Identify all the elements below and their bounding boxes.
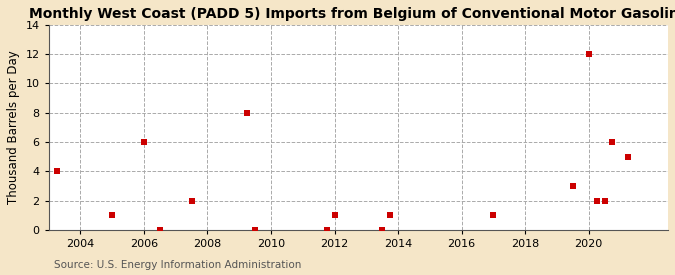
Point [583,52,594,56]
Point [329,213,340,217]
Point [186,198,197,203]
Point [377,228,387,232]
Point [138,140,149,144]
Point [155,228,165,232]
Point [242,111,252,115]
Point [250,228,261,232]
Title: Monthly West Coast (PADD 5) Imports from Belgium of Conventional Motor Gasoline: Monthly West Coast (PADD 5) Imports from… [29,7,675,21]
Point [599,198,610,203]
Point [591,198,602,203]
Point [623,154,634,159]
Point [321,228,332,232]
Point [107,213,117,217]
Point [607,140,618,144]
Text: Source: U.S. Energy Information Administration: Source: U.S. Energy Information Administ… [54,260,301,270]
Point [488,213,499,217]
Point [51,169,62,174]
Point [568,184,578,188]
Point [385,213,396,217]
Y-axis label: Thousand Barrels per Day: Thousand Barrels per Day [7,50,20,204]
